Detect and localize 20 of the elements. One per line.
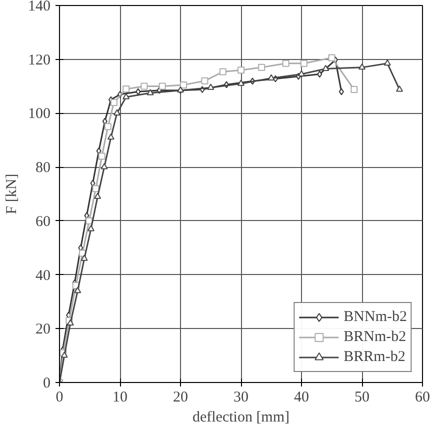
y-tick-label: 140 <box>28 0 50 14</box>
y-tick-label: 120 <box>28 52 50 68</box>
y-tick-label: 60 <box>36 214 50 230</box>
y-tick-label: 80 <box>36 160 50 176</box>
legend-label: BRRm-b2 <box>344 348 406 366</box>
legend-label: BNNm-b2 <box>344 308 407 326</box>
x-axis-title: deflection [mm] <box>192 410 290 426</box>
legend-label: BRNm-b2 <box>344 328 406 346</box>
x-tick-label: 0 <box>56 390 64 406</box>
x-tick-label: 60 <box>415 390 430 406</box>
x-tick-label: 10 <box>112 390 128 406</box>
x-tick-label: 40 <box>294 390 309 406</box>
x-tick-label: 50 <box>354 390 370 406</box>
y-axis-title: F [kN] <box>4 174 20 214</box>
y-tick-label: 40 <box>36 268 50 284</box>
y-tick-label: 0 <box>43 376 50 392</box>
x-tick-label: 20 <box>173 390 188 406</box>
x-tick-label: 30 <box>234 390 248 406</box>
y-tick-label: 20 <box>36 322 50 338</box>
y-tick-label: 100 <box>28 106 50 122</box>
